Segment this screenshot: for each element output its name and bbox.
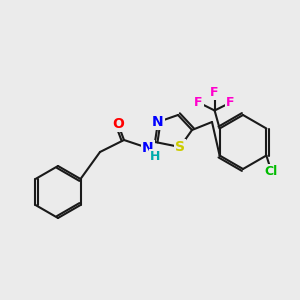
Text: F: F: [226, 96, 235, 109]
Text: H: H: [150, 151, 160, 164]
Text: S: S: [175, 140, 185, 154]
Text: O: O: [112, 117, 124, 131]
Text: N: N: [152, 115, 164, 129]
Text: N: N: [142, 141, 154, 155]
Text: Cl: Cl: [265, 165, 278, 178]
Text: F: F: [194, 96, 203, 109]
Text: F: F: [210, 86, 219, 99]
